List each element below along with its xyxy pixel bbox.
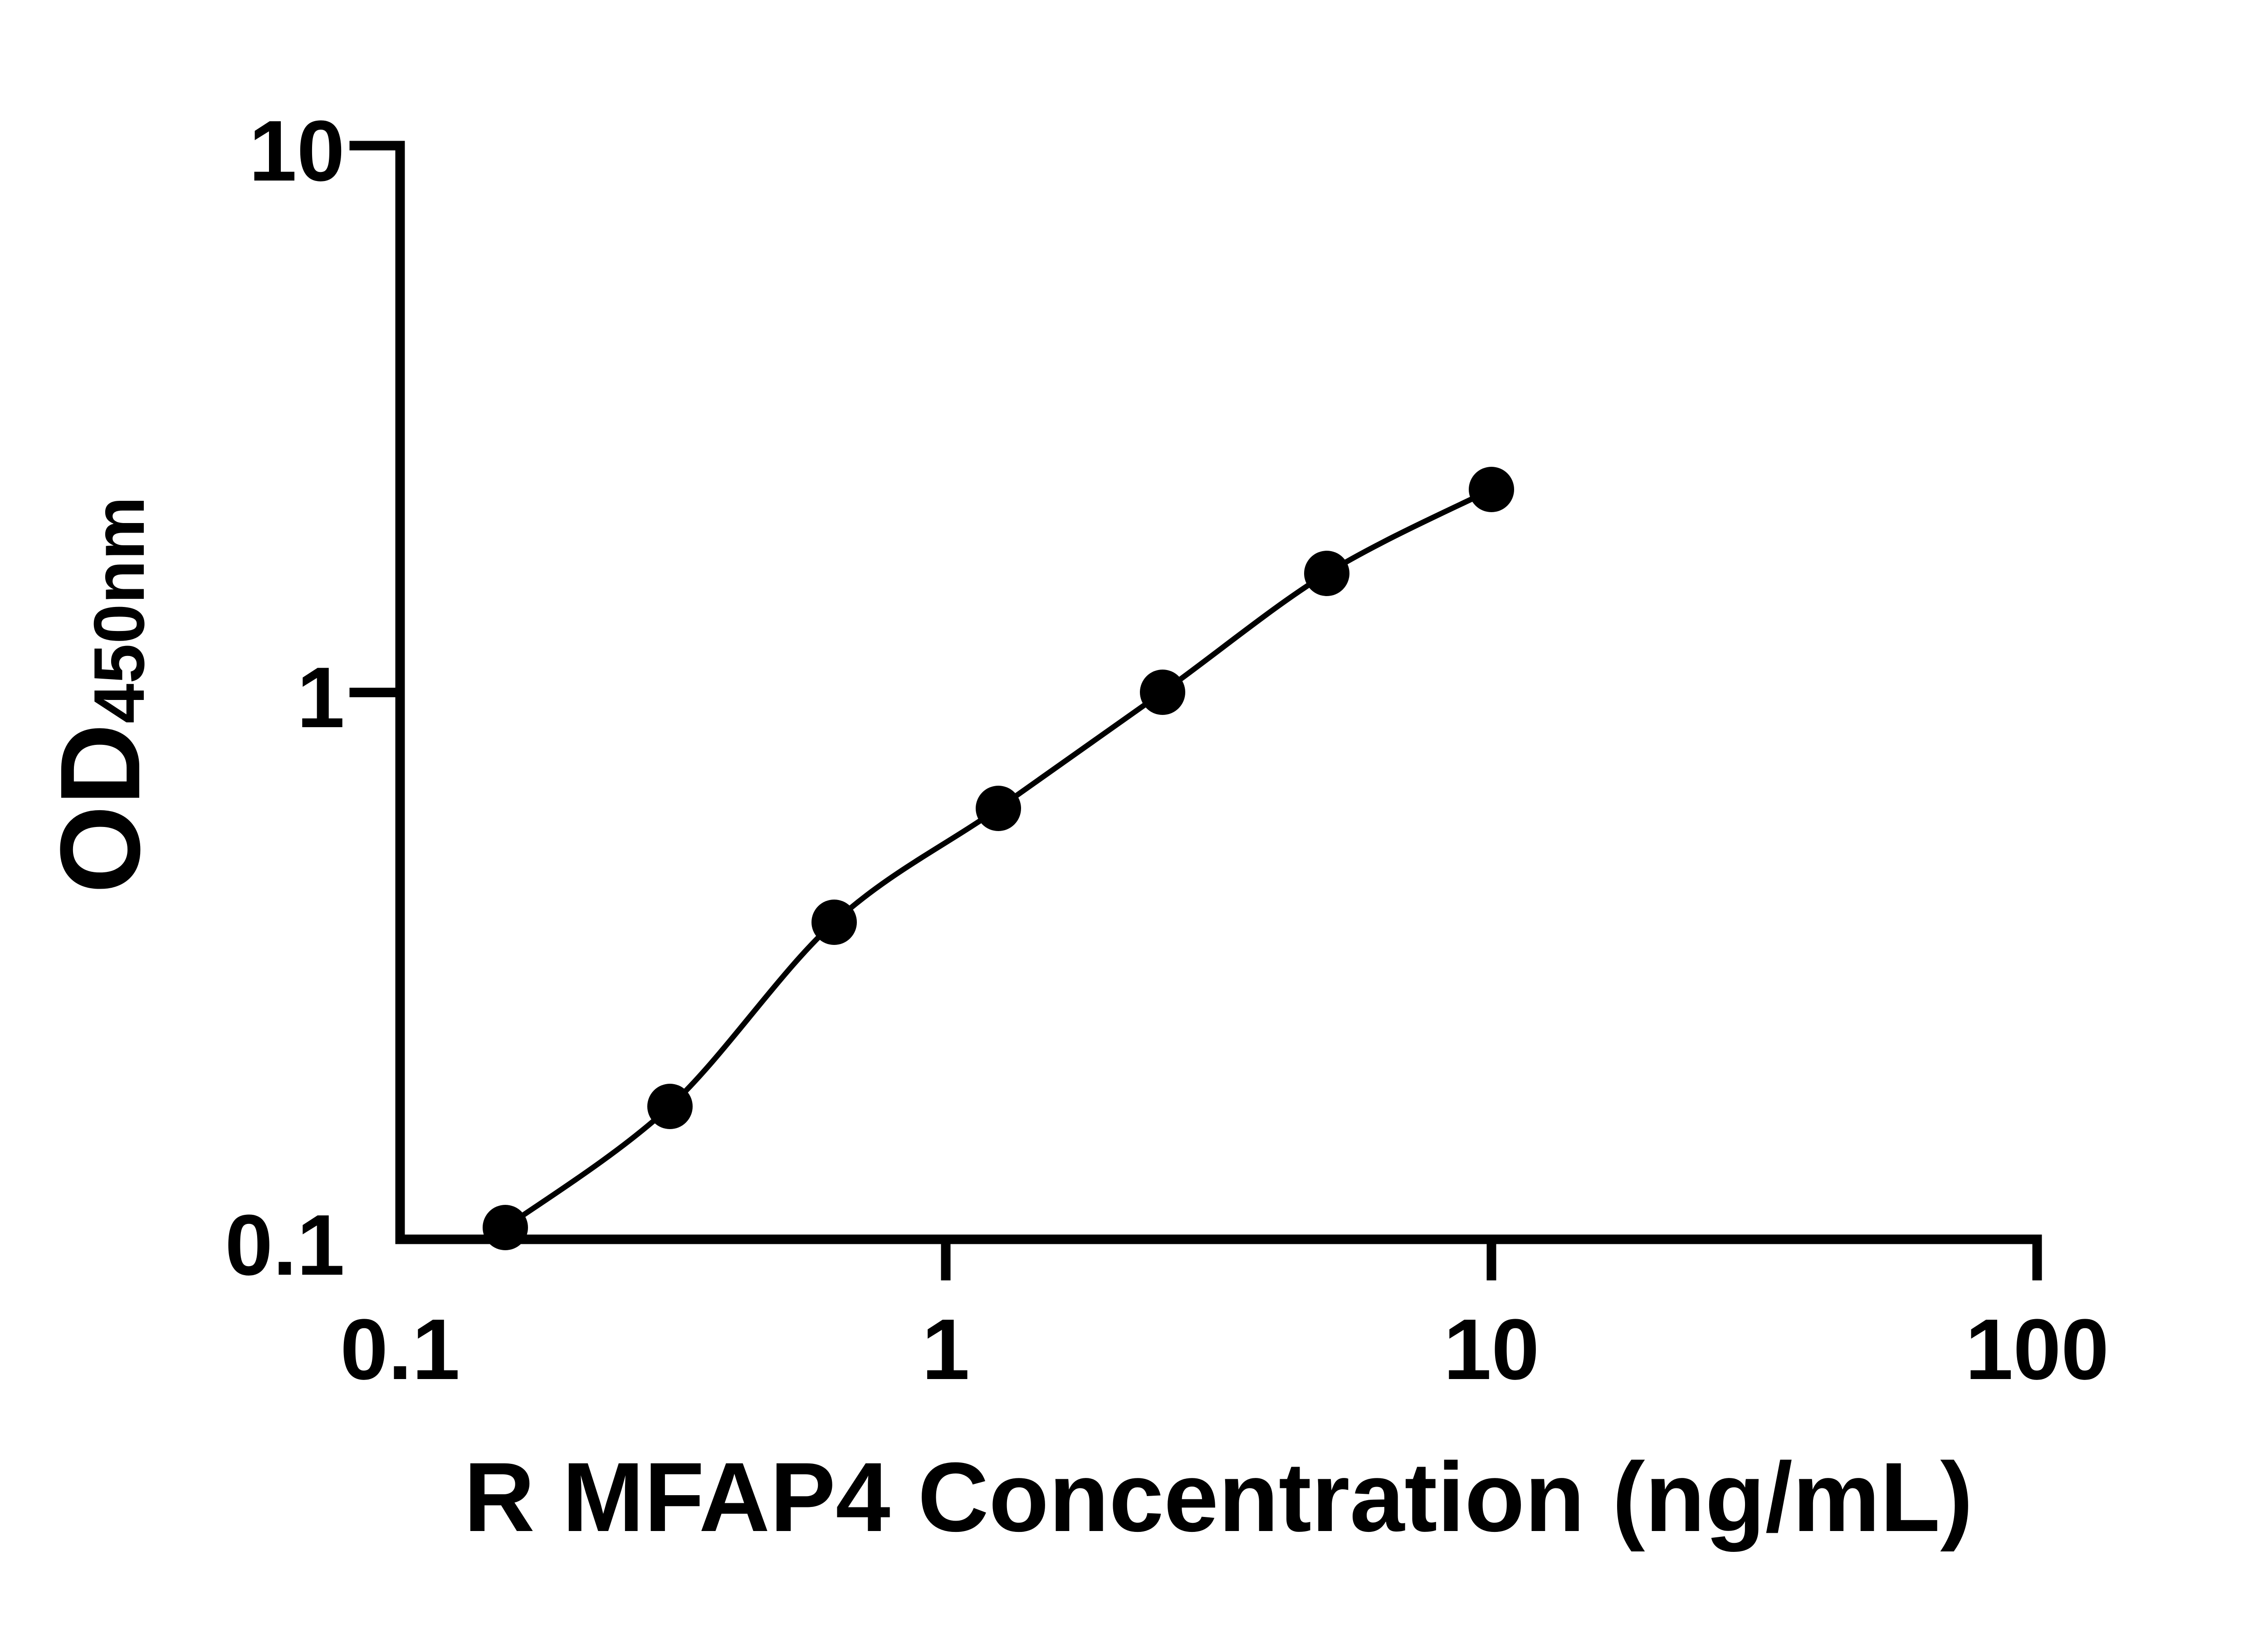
svg-text:1: 1 — [297, 650, 345, 746]
svg-text:R MFAP4 Concentration (ng/mL): R MFAP4 Concentration (ng/mL) — [464, 1442, 1973, 1552]
svg-text:0.1: 0.1 — [225, 1197, 345, 1293]
svg-text:1: 1 — [922, 1301, 970, 1398]
svg-text:0.1: 0.1 — [340, 1301, 460, 1398]
svg-text:100: 100 — [1965, 1301, 2109, 1398]
svg-text:10: 10 — [1443, 1301, 1539, 1398]
svg-text:10: 10 — [249, 103, 345, 199]
